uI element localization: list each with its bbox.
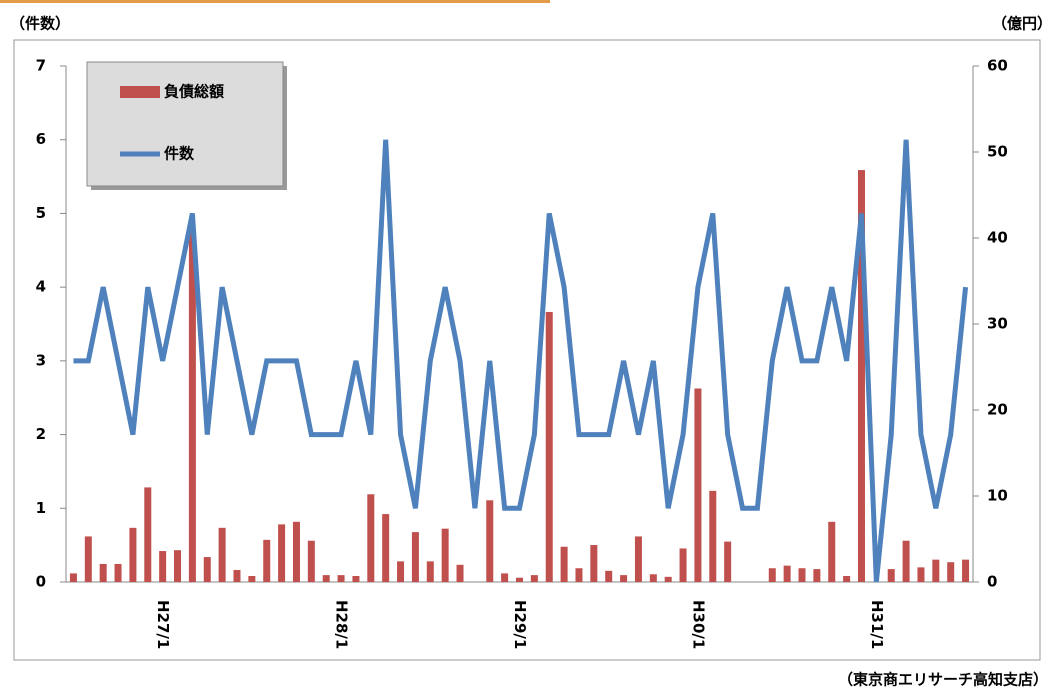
bar [426,561,434,582]
bar [902,540,910,582]
bar [456,564,464,582]
x-tick-label: H30/1 [689,600,707,649]
bar [828,521,836,582]
bar [560,546,568,582]
y-tick-label: 3 [36,351,46,369]
bar [798,568,806,582]
bar [203,557,211,582]
bar [709,490,717,582]
bar [486,500,494,582]
bar [590,545,598,582]
legend [86,61,284,187]
bar [501,573,509,582]
y2-tick-label: 60 [987,57,1008,75]
bar [843,575,851,582]
bar [516,577,523,582]
bar [947,562,955,582]
bar [218,527,226,582]
bar [352,575,360,582]
bar [129,527,137,582]
y-axis-title: （件数） [10,15,70,33]
y2-tick-label: 30 [987,315,1008,333]
bar [382,514,390,582]
bar [188,229,196,582]
y2-tick-label: 10 [987,487,1008,505]
bar [813,569,821,582]
bar [248,575,256,582]
bar [159,551,167,582]
bar [307,540,315,582]
bar [69,573,77,582]
bar [114,563,122,582]
bar [99,563,107,582]
bar [263,539,271,582]
y2-tick-label: 50 [987,143,1008,161]
x-tick-label: H28/1 [333,600,351,649]
bar [783,565,791,582]
bar [768,568,776,582]
bar [530,575,538,582]
bar [724,541,732,582]
y-tick-label: 1 [36,499,46,517]
bar [575,568,583,582]
bar [84,536,92,582]
bar [337,575,345,582]
bar [292,521,300,582]
legend-label: 負債総額 [164,83,224,101]
y-tick-label: 2 [36,425,46,443]
bar [664,576,672,582]
y-tick-label: 5 [36,204,46,222]
x-tick-label: H27/1 [154,600,172,649]
bar [649,574,657,582]
line [73,139,969,583]
bar [887,569,895,582]
y2-tick-label: 40 [987,229,1008,247]
bar [917,567,925,582]
y-tick-label: 7 [36,57,46,75]
bar [278,524,286,582]
source: （東京商エリサーチ高知支店） [838,671,1048,689]
y2-tick-label: 20 [987,401,1008,419]
bar [322,575,330,582]
bar [962,559,970,582]
bar [932,559,940,582]
bar [411,532,419,582]
bar [367,494,375,582]
bar [605,570,613,582]
y2-tick-label: 0 [987,573,997,591]
y-tick-label: 0 [36,573,46,591]
y-tick-label: 4 [36,278,46,296]
y2-axis-title: （億円） [992,15,1052,33]
bar [397,561,405,582]
bar [233,569,241,582]
bar [144,487,152,582]
bar [679,548,687,582]
bar [441,528,449,582]
bar [620,575,628,582]
x-tick-label: H29/1 [511,600,529,649]
x-tick-label: H31/1 [868,600,886,649]
legend-label: 件数 [164,145,195,163]
bar [694,388,702,582]
axes: 0 1 2 3 4 5 6 7 0 10 20 30 40 50 60 H27/1 H28/1 H29/1 H30/… [36,57,1008,650]
bar [634,536,642,582]
y-tick-label: 6 [36,130,46,148]
bar [174,550,182,582]
legend-swatch [120,86,160,98]
bar [545,311,553,582]
marks [69,139,970,583]
bar [857,170,865,582]
